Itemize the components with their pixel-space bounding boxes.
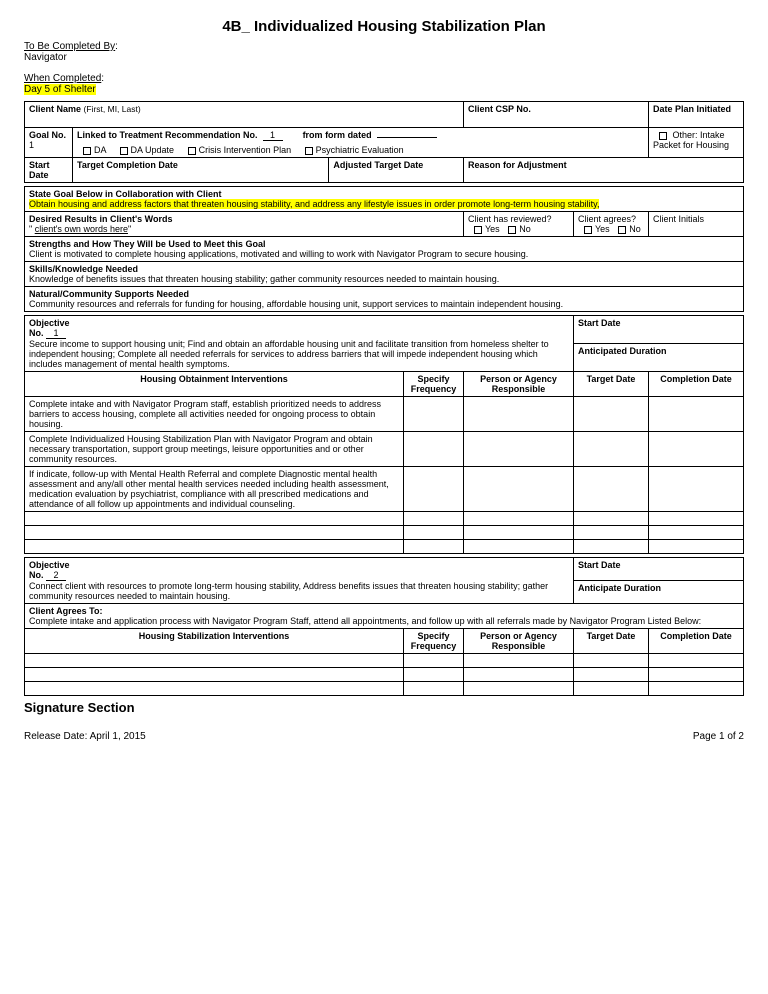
agrees-no-label: No — [629, 224, 641, 234]
obj2-col-comp: Completion Date — [649, 629, 744, 654]
obj1-no-label: No. — [29, 328, 44, 338]
obj2-row-empty — [25, 682, 744, 696]
client-initials-label: Client Initials — [649, 212, 744, 237]
obj2-col-interv: Housing Stabilization Interventions — [25, 629, 404, 654]
client-name-label: Client Name — [29, 104, 81, 114]
state-goal-text: Obtain housing and address factors that … — [29, 199, 599, 209]
obj2-row-empty — [25, 654, 744, 668]
obj1-col-freq: Specify Frequency — [404, 372, 464, 397]
start-date-label: Start Date — [25, 158, 73, 183]
obj1-col-person: Person or Agency Responsible — [464, 372, 574, 397]
client-agrees-label: Client Agrees To: — [29, 606, 103, 616]
main-form-table: Client Name (First, MI, Last) Client CSP… — [24, 101, 744, 696]
agrees-yes-label: Yes — [595, 224, 610, 234]
date-plan-label: Date Plan Initiated — [653, 104, 731, 114]
desired-label: Desired Results in Client's Words — [29, 214, 173, 224]
obj2-col-target: Target Date — [574, 629, 649, 654]
client-agrees-text: Complete intake and application process … — [29, 616, 701, 626]
goal-no-label: Goal No. — [29, 130, 66, 140]
page-number: Page 1 of 2 — [693, 731, 744, 742]
da-label: DA — [94, 145, 106, 155]
obj2-no-label: No. — [29, 570, 44, 580]
state-goal-label: State Goal Below in Collaboration with C… — [29, 189, 222, 199]
target-comp-label: Target Completion Date — [73, 158, 329, 183]
client-name-sub: (First, MI, Last) — [84, 104, 141, 114]
obj2-row-empty — [25, 668, 744, 682]
skills-label: Skills/Knowledge Needed — [29, 264, 138, 274]
when-completed-label: When Completed — [24, 73, 101, 84]
obj1-col-interv: Housing Obtainment Interventions — [25, 372, 404, 397]
adj-target-label: Adjusted Target Date — [329, 158, 464, 183]
obj1-start-date: Start Date — [574, 316, 744, 344]
da-update-label: DA Update — [131, 145, 175, 155]
obj2-col-freq: Specify Frequency — [404, 629, 464, 654]
when-completed-block: When Completed: Day 5 of Shelter — [24, 73, 744, 95]
obj1-label: Objective — [29, 318, 70, 328]
obj1-row: Complete Individualized Housing Stabiliz… — [25, 432, 744, 467]
natural-text: Community resources and referrals for fu… — [29, 299, 563, 309]
linked-value[interactable]: 1 — [263, 130, 283, 141]
crisis-checkbox[interactable] — [188, 147, 196, 155]
psych-checkbox[interactable] — [305, 147, 313, 155]
obj1-no[interactable]: 1 — [46, 328, 66, 339]
obj1-row-empty — [25, 540, 744, 554]
agrees-yes-checkbox[interactable] — [584, 226, 592, 234]
reviewed-no-label: No — [519, 224, 531, 234]
obj2-label: Objective — [29, 560, 70, 570]
reviewed-no-checkbox[interactable] — [508, 226, 516, 234]
signature-section: Signature Section — [24, 700, 744, 715]
strengths-text: Client is motivated to complete housing … — [29, 249, 528, 259]
obj2-text: Connect client with resources to promote… — [29, 581, 548, 601]
other-checkbox[interactable] — [659, 132, 667, 140]
reviewed-yes-label: Yes — [485, 224, 500, 234]
obj1-col-target: Target Date — [574, 372, 649, 397]
strengths-label: Strengths and How They Will be Used to M… — [29, 239, 265, 249]
skills-text: Knowledge of benefits issues that threat… — [29, 274, 499, 284]
agrees-no-checkbox[interactable] — [618, 226, 626, 234]
obj2-no[interactable]: 2 — [46, 570, 66, 581]
obj1-row-empty — [25, 512, 744, 526]
obj2-start-date: Start Date — [574, 558, 744, 581]
obj1-row-text: If indicate, follow-up with Mental Healt… — [25, 467, 404, 512]
desired-text: client's own words here — [35, 224, 128, 234]
obj2-col-person: Person or Agency Responsible — [464, 629, 574, 654]
when-completed-value: Day 5 of Shelter — [24, 84, 96, 95]
from-form-label: from form dated — [303, 130, 372, 140]
agrees-label: Client agrees? — [578, 214, 636, 224]
obj1-text: Secure income to support housing unit; F… — [29, 339, 549, 369]
psych-label: Psychiatric Evaluation — [316, 145, 404, 155]
reviewed-label: Client has reviewed? — [468, 214, 552, 224]
obj1-row: Complete intake and with Navigator Progr… — [25, 397, 744, 432]
from-form-value[interactable] — [377, 137, 437, 138]
obj1-row-text: Complete Individualized Housing Stabiliz… — [25, 432, 404, 467]
completed-by-block: To Be Completed By: Navigator — [24, 41, 744, 63]
da-update-checkbox[interactable] — [120, 147, 128, 155]
reviewed-yes-checkbox[interactable] — [474, 226, 482, 234]
csp-no-label: Client CSP No. — [468, 104, 531, 114]
obj1-row-text: Complete intake and with Navigator Progr… — [25, 397, 404, 432]
da-checkbox[interactable] — [83, 147, 91, 155]
page-title: 4B_ Individualized Housing Stabilization… — [24, 18, 744, 35]
completed-by-label: To Be Completed By — [24, 41, 115, 52]
goal-no-value: 1 — [29, 140, 34, 150]
linked-label: Linked to Treatment Recommendation No. — [77, 130, 258, 140]
obj2-anticipate: Anticipate Duration — [574, 581, 744, 604]
completed-by-value: Navigator — [24, 52, 67, 63]
natural-label: Natural/Community Supports Needed — [29, 289, 189, 299]
release-date: Release Date: April 1, 2015 — [24, 731, 146, 742]
obj1-row-empty — [25, 526, 744, 540]
obj1-row: If indicate, follow-up with Mental Healt… — [25, 467, 744, 512]
reason-adj-label: Reason for Adjustment — [464, 158, 744, 183]
obj1-col-comp: Completion Date — [649, 372, 744, 397]
obj1-anticipated: Anticipated Duration — [574, 344, 744, 372]
crisis-label: Crisis Intervention Plan — [199, 145, 292, 155]
